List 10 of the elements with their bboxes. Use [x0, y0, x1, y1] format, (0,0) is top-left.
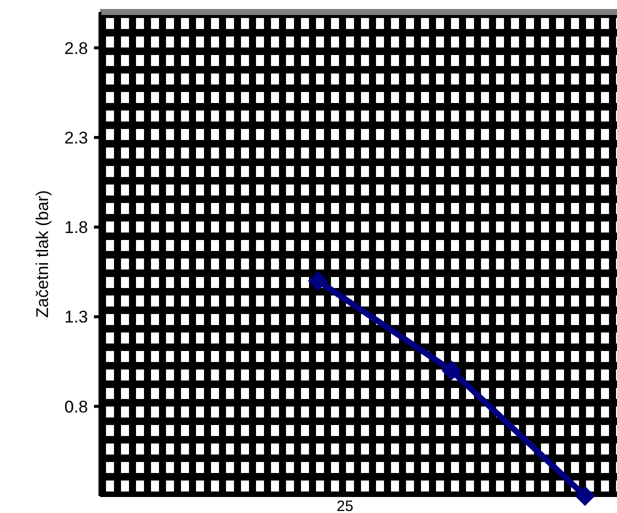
text: 25 — [336, 498, 354, 513]
y-tick-label: 2.3 — [64, 128, 88, 148]
y-tick-label: 1.8 — [64, 218, 88, 238]
point — [308, 270, 328, 291]
y-tick-label: 2.8 — [64, 38, 88, 58]
y-tick-label: 1.3 — [64, 308, 88, 327]
point — [575, 486, 595, 506]
y-tick-label: 0.8 — [64, 397, 88, 416]
y-axis-title: Začetni tlak (bar) — [33, 190, 52, 318]
point — [442, 360, 462, 381]
